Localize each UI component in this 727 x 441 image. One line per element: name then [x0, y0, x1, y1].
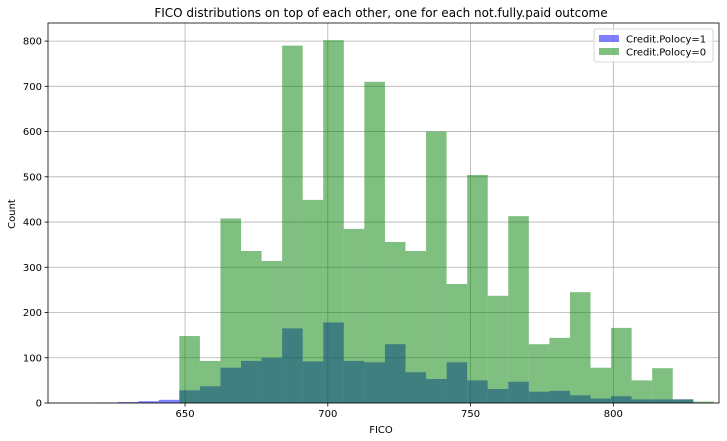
y-axis-ticks: 0 100 200 300 400 500 600 700 800	[23, 37, 48, 410]
bar	[569, 292, 591, 403]
bar	[426, 131, 447, 404]
bar	[508, 216, 529, 403]
bar	[672, 399, 694, 403]
bar	[158, 399, 180, 403]
bar	[199, 360, 221, 403]
x-axis-ticks: 650 700 750 800	[176, 403, 623, 420]
bar	[693, 401, 714, 403]
bar	[549, 337, 570, 403]
bar	[487, 295, 509, 403]
bar	[405, 251, 427, 403]
bar	[446, 284, 468, 403]
x-tick-label: 800	[604, 409, 623, 420]
y-tick-label: 500	[23, 172, 42, 183]
bar	[343, 228, 365, 403]
x-axis-label: FICO	[369, 425, 393, 436]
x-tick-label: 750	[461, 409, 480, 420]
y-tick-label: 400	[23, 218, 42, 229]
bar	[282, 45, 303, 403]
legend-swatch	[599, 48, 619, 55]
y-tick-label: 800	[23, 37, 42, 48]
bar	[590, 367, 612, 403]
plot-frame	[47, 22, 720, 404]
bar	[467, 175, 488, 403]
bar	[220, 218, 242, 403]
y-tick-label: 100	[23, 353, 42, 364]
legend-label: Credit.Polocy=1	[626, 35, 706, 46]
bar	[138, 401, 159, 403]
bar	[384, 241, 406, 403]
bar	[323, 40, 344, 403]
bar	[179, 336, 200, 403]
legend: Credit.Polocy=1 Credit.Polocy=0	[593, 28, 714, 63]
plot-area	[47, 22, 720, 404]
histogram-bars	[97, 40, 714, 404]
bar	[631, 380, 653, 403]
legend-box	[593, 28, 714, 63]
series-bars-2	[179, 40, 714, 404]
y-tick-label: 300	[23, 263, 42, 274]
bar	[261, 260, 283, 403]
y-axis-label: Count	[7, 199, 18, 229]
legend-swatch	[599, 35, 619, 42]
legend-label: Credit.Polocy=0	[626, 48, 706, 59]
x-tick-label: 700	[318, 409, 337, 420]
bar	[302, 199, 324, 403]
bar	[241, 251, 262, 403]
y-tick-label: 700	[23, 82, 42, 93]
x-tick-label: 650	[176, 409, 195, 420]
bar	[652, 368, 673, 403]
y-tick-label: 600	[23, 127, 42, 138]
bar	[117, 402, 139, 403]
bar	[528, 344, 550, 403]
bar	[611, 327, 632, 403]
y-tick-label: 0	[36, 399, 42, 410]
bar	[364, 81, 385, 404]
chart-title: FICO distributions on top of each other,…	[154, 6, 607, 20]
y-tick-label: 200	[23, 308, 42, 319]
